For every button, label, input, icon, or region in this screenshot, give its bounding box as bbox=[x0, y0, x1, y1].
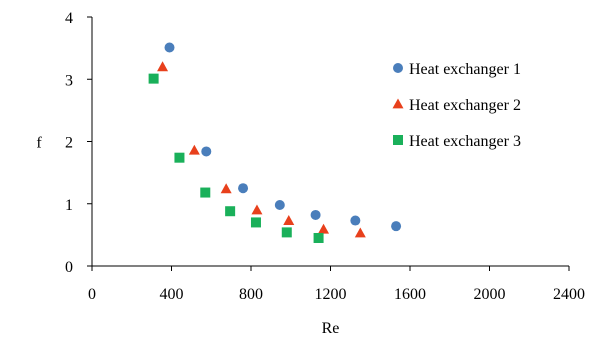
x-axis-title: Re bbox=[322, 320, 340, 337]
data-point bbox=[220, 183, 232, 194]
x-tick-label: 1600 bbox=[394, 286, 426, 303]
data-point bbox=[283, 215, 295, 225]
x-tick-label: 0 bbox=[88, 286, 96, 303]
data-point bbox=[274, 199, 285, 210]
y-tick-label: 3 bbox=[65, 72, 73, 89]
x-tick-label: 2400 bbox=[553, 286, 585, 303]
data-point bbox=[251, 204, 263, 215]
y-tick-label: 4 bbox=[65, 10, 73, 27]
legend-item-2: Heat exchanger 2 bbox=[392, 97, 521, 114]
data-point bbox=[238, 183, 249, 194]
data-point bbox=[250, 217, 261, 228]
legend: Heat exchanger 1 Heat exchanger 2 Heat exc… bbox=[392, 61, 521, 150]
legend-label: Heat exchanger 3 bbox=[409, 133, 521, 150]
data-point bbox=[281, 227, 292, 238]
data-point bbox=[313, 232, 324, 243]
axes bbox=[87, 16, 570, 271]
series-heat-exchanger-2 bbox=[157, 61, 366, 238]
legend-marker bbox=[393, 135, 403, 145]
tick-labels: 0 1 2 3 4 0 400 800 1200 1600 2000 2400 bbox=[65, 10, 585, 303]
y-axis-title: f bbox=[36, 135, 42, 152]
data-point bbox=[391, 221, 402, 232]
y-tick-label: 0 bbox=[65, 259, 73, 276]
x-tick-label: 2000 bbox=[474, 286, 506, 303]
data-point bbox=[354, 227, 366, 238]
legend-label: Heat exchanger 1 bbox=[409, 61, 521, 78]
data-point bbox=[157, 61, 169, 72]
legend-marker bbox=[392, 98, 404, 109]
data-point bbox=[164, 42, 175, 53]
series-heat-exchanger-3 bbox=[148, 73, 324, 243]
data-point bbox=[200, 187, 211, 198]
x-tick-label: 1200 bbox=[315, 286, 347, 303]
data-point bbox=[188, 144, 200, 155]
series-heat-exchanger-1 bbox=[164, 42, 402, 232]
data-points bbox=[148, 42, 402, 243]
data-point bbox=[148, 73, 159, 84]
y-tick-label: 2 bbox=[65, 135, 73, 152]
data-point bbox=[174, 152, 185, 163]
x-tick-label: 400 bbox=[160, 286, 184, 303]
data-point bbox=[201, 146, 212, 157]
x-tick-label: 800 bbox=[239, 286, 263, 303]
legend-label: Heat exchanger 2 bbox=[409, 97, 521, 114]
data-point bbox=[225, 206, 236, 217]
legend-item-1: Heat exchanger 1 bbox=[393, 61, 521, 78]
data-point bbox=[310, 209, 321, 220]
legend-item-3: Heat exchanger 3 bbox=[393, 133, 521, 150]
legend-marker bbox=[393, 63, 403, 73]
y-tick-label: 1 bbox=[65, 197, 73, 214]
data-point bbox=[318, 223, 330, 234]
data-point bbox=[350, 215, 361, 226]
